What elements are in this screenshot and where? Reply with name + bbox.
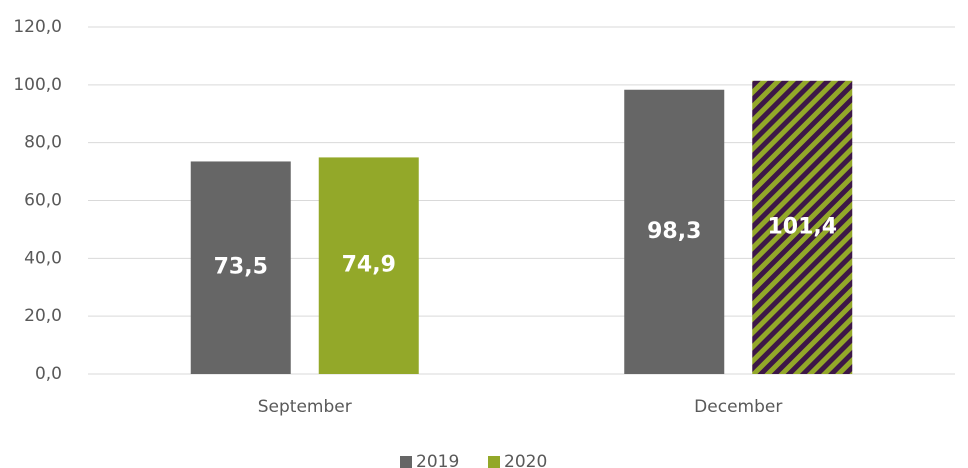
- value-label: 98,3: [647, 219, 701, 244]
- y-tick-label: 20,0: [24, 306, 62, 326]
- y-tick-label: 120,0: [13, 17, 62, 37]
- x-tick-label: December: [694, 397, 782, 417]
- x-tick-label: September: [258, 397, 352, 417]
- bar: [318, 157, 419, 374]
- legend-label: 2020: [504, 452, 547, 468]
- value-label: 73,5: [214, 255, 268, 280]
- y-tick-label: 100,0: [13, 75, 62, 95]
- legend-swatch: [400, 456, 412, 468]
- y-tick-label: 40,0: [24, 248, 62, 268]
- value-label: 101,4: [767, 214, 837, 239]
- y-tick-label: 60,0: [24, 191, 62, 211]
- legend-label: 2019: [416, 452, 459, 468]
- y-tick-label: 80,0: [24, 133, 62, 153]
- bar: [190, 161, 291, 374]
- bar: [752, 80, 853, 374]
- bar: [624, 89, 725, 374]
- y-tick-label: 0,0: [35, 364, 62, 384]
- value-label: 74,9: [342, 253, 396, 278]
- legend-swatch: [488, 456, 500, 468]
